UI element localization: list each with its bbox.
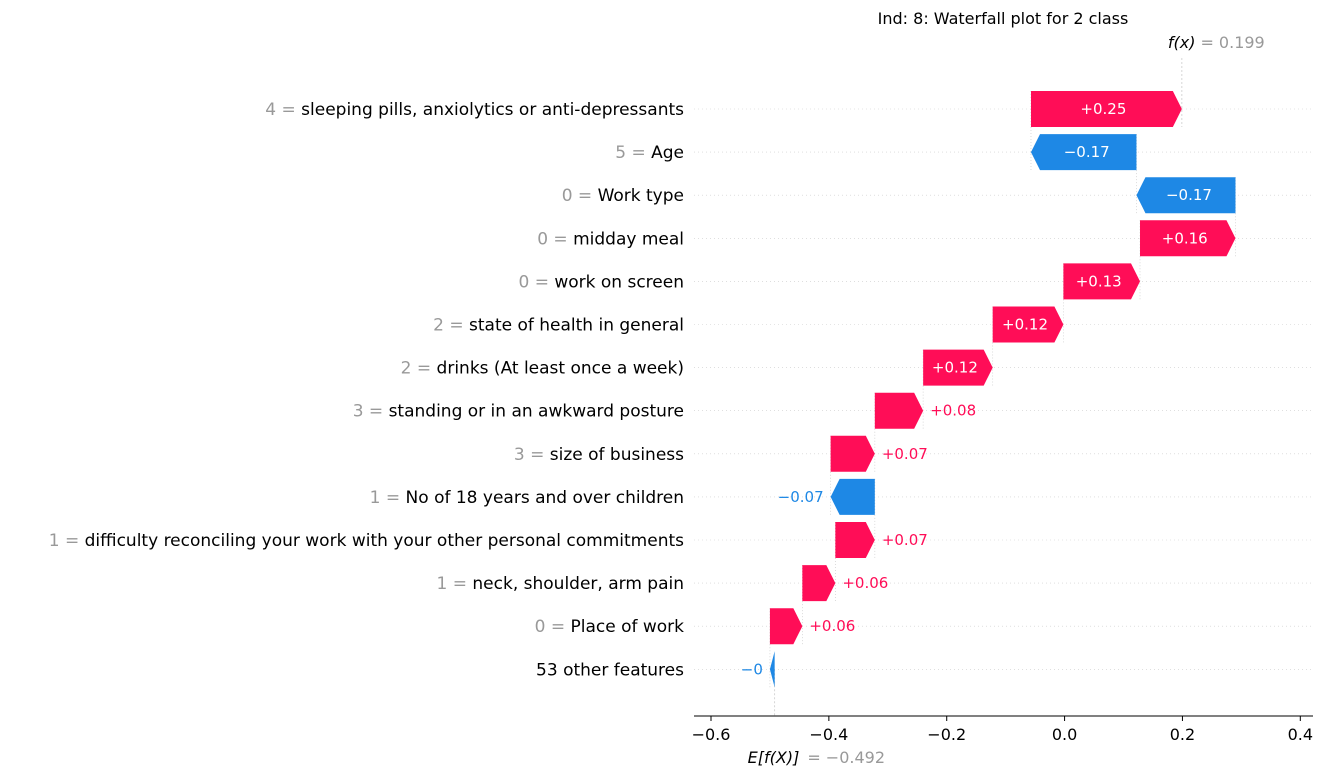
- bar-value-label: −0.07: [778, 488, 824, 506]
- bar-10: [830, 478, 875, 515]
- x-tick-label: 0.2: [1170, 725, 1195, 744]
- feature-name: state of health in general: [469, 316, 684, 336]
- bar-3: [1136, 177, 1236, 214]
- feature-name: Work type: [598, 186, 684, 206]
- feature-label: 1 = neck, shoulder, arm pain: [437, 574, 684, 594]
- feature-name: standing or in an awkward posture: [389, 402, 684, 422]
- bar-4: [1140, 220, 1236, 257]
- feature-label: 3 = size of business: [514, 445, 684, 465]
- feature-name: size of business: [550, 445, 684, 465]
- bar-value-label: +0.12: [932, 359, 978, 377]
- bar-1: [1030, 91, 1182, 127]
- feature-label: 4 = sleeping pills, anxiolytics or anti-…: [265, 100, 684, 120]
- efx-label: E[f(X)]: [748, 748, 800, 767]
- bar-12: [802, 565, 836, 602]
- feature-label: 2 = drinks (At least once a week): [401, 359, 684, 379]
- feature-name: sleeping pills, anxiolytics or anti-depr…: [301, 100, 684, 120]
- feature-name: midday meal: [573, 229, 684, 249]
- fx-value: = 0.199: [1200, 33, 1264, 52]
- chart-title: Ind: 8: Waterfall plot for 2 class: [878, 9, 1129, 28]
- bar-11: [835, 522, 875, 558]
- bar-value-label: +0.08: [930, 402, 976, 420]
- x-tick-label: 0.4: [1288, 725, 1313, 744]
- feature-label: 0 = Work type: [562, 186, 684, 206]
- bar-2: [1030, 134, 1137, 171]
- x-tick-label: 0.0: [1052, 725, 1077, 744]
- efx-value: = −0.492: [807, 748, 885, 767]
- feature-value: 0 =: [535, 617, 571, 637]
- efx-annotation: E[f(X)] = −0.492: [748, 748, 885, 767]
- feature-label: 53 other features: [536, 660, 684, 680]
- bar-value-label: +0.13: [1076, 272, 1122, 290]
- bar-value-label: +0.06: [842, 574, 888, 592]
- x-tick-label: −0.2: [927, 725, 966, 744]
- feature-name: drinks (At least once a week): [437, 359, 684, 379]
- feature-value: 1 =: [49, 531, 85, 551]
- x-tick-label: −0.6: [692, 725, 731, 744]
- feature-name: work on screen: [554, 272, 684, 292]
- feature-name: neck, shoulder, arm pain: [472, 574, 684, 594]
- bar-7: [923, 349, 993, 386]
- bar-8: [874, 392, 924, 429]
- bar-value-label: +0.06: [809, 617, 855, 635]
- x-tick-label: −0.4: [809, 725, 848, 744]
- feature-value: 4 =: [265, 100, 301, 120]
- feature-name: difficulty reconciling your work with yo…: [85, 531, 685, 551]
- feature-value: 0 =: [562, 186, 598, 206]
- feature-label: 2 = state of health in general: [433, 316, 684, 336]
- feature-value: 2 =: [433, 316, 469, 336]
- bar-5: [1063, 263, 1141, 300]
- feature-value: 3 =: [514, 445, 550, 465]
- bar-6: [992, 306, 1064, 343]
- feature-value: 2 =: [401, 359, 437, 379]
- feature-label: 0 = Place of work: [535, 617, 685, 637]
- feature-label: 1 = No of 18 years and over children: [370, 488, 684, 508]
- bar-value-label: +0.12: [1002, 316, 1048, 334]
- feature-label: 5 = Age: [615, 143, 684, 163]
- feature-label: 0 = work on screen: [518, 272, 684, 292]
- bar-value-label: +0.07: [882, 531, 928, 549]
- feature-label: 3 = standing or in an awkward posture: [353, 402, 684, 422]
- bar-value-label: +0.07: [882, 445, 928, 463]
- bar-13: [769, 608, 803, 645]
- feature-value: 1 =: [370, 488, 406, 508]
- feature-value: 0 =: [518, 272, 554, 292]
- feature-label: 0 = midday meal: [537, 229, 684, 249]
- bar-9: [830, 435, 875, 472]
- bar-value-label: −0: [741, 660, 763, 678]
- bar-value-label: −0.17: [1166, 186, 1212, 204]
- feature-value: 3 =: [353, 402, 389, 422]
- bar-value-label: +0.25: [1080, 100, 1126, 118]
- feature-value: 1 =: [437, 574, 473, 594]
- feature-name: No of 18 years and over children: [406, 488, 684, 508]
- bar-value-label: +0.16: [1162, 229, 1208, 247]
- feature-name: 53 other features: [536, 660, 684, 680]
- fx-annotation: f(x) = 0.199: [1168, 33, 1265, 52]
- feature-label: 1 = difficulty reconciling your work wit…: [49, 531, 684, 551]
- bar-14: [769, 651, 775, 688]
- bar-value-label: −0.17: [1064, 143, 1110, 161]
- feature-name: Place of work: [570, 617, 684, 637]
- feature-value: 5 =: [615, 143, 651, 163]
- feature-name: Age: [651, 143, 684, 163]
- feature-value: 0 =: [537, 229, 573, 249]
- fx-label: f(x): [1168, 33, 1196, 52]
